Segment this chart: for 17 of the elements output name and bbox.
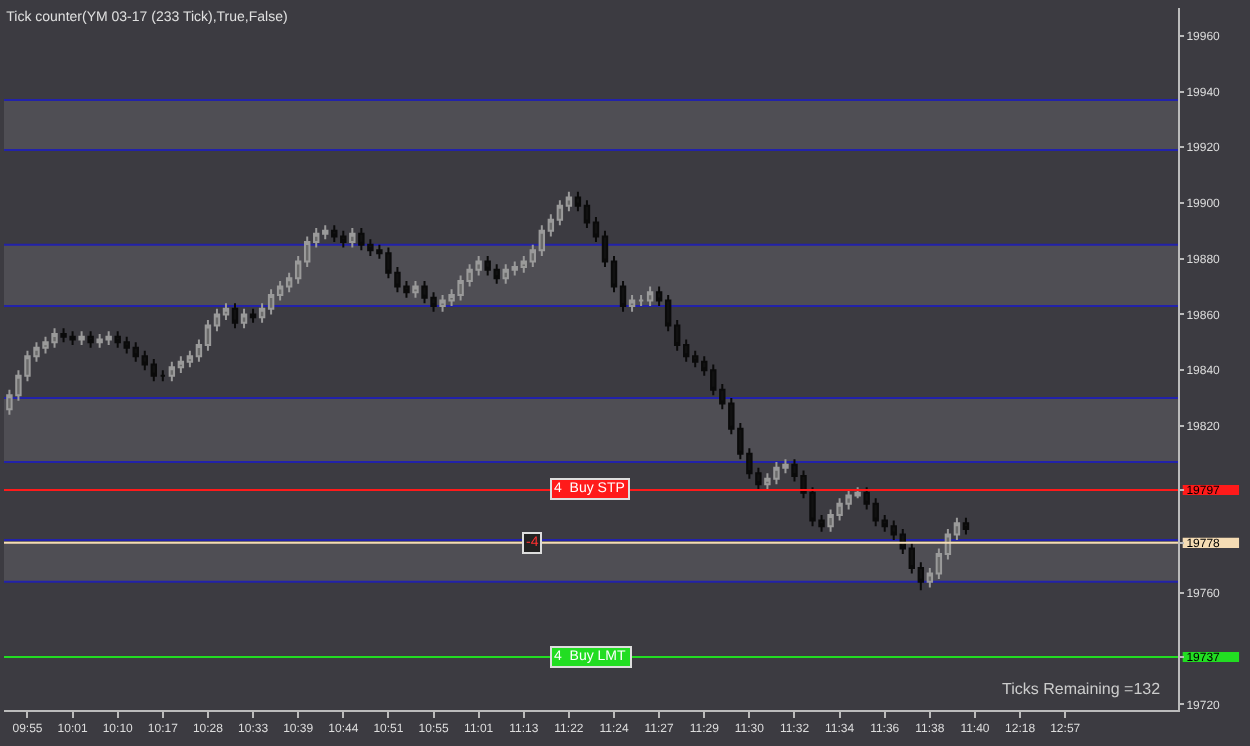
candlestick xyxy=(249,307,257,324)
candlestick xyxy=(159,369,167,383)
candlestick xyxy=(412,280,419,299)
candlestick xyxy=(78,330,85,347)
candlestick xyxy=(231,302,239,330)
candlestick xyxy=(240,307,248,330)
candlestick xyxy=(637,293,645,308)
candlestick xyxy=(349,227,356,249)
candlestick xyxy=(646,285,654,308)
annotation: Ticks Remaining =132 xyxy=(1002,680,1162,698)
candlestick xyxy=(962,516,970,536)
candlestick xyxy=(150,358,157,383)
candlestick xyxy=(628,293,636,313)
candlestick xyxy=(177,355,185,374)
candlestick xyxy=(87,330,94,349)
candlestick xyxy=(168,360,176,383)
candlestick xyxy=(267,288,275,316)
